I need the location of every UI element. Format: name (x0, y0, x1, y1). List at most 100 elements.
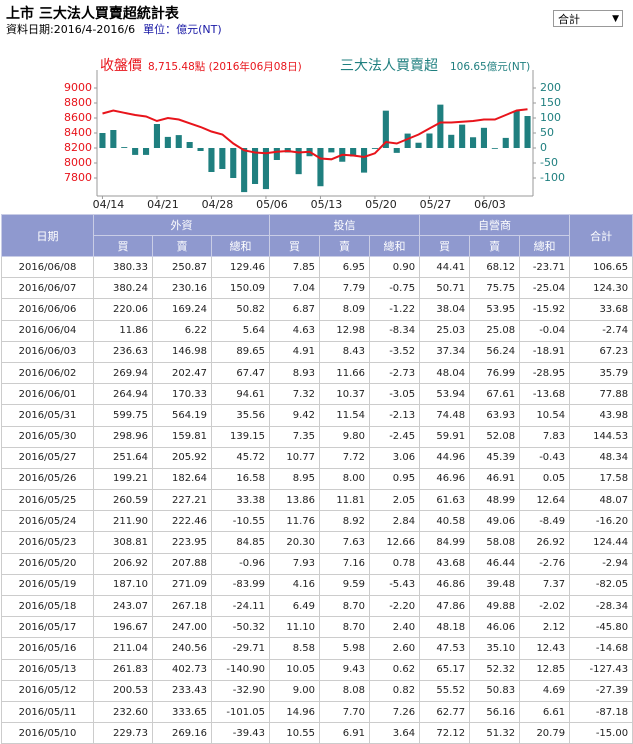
date-cell: 2016/05/23 (1, 531, 94, 554)
value-cell: 45.39 (469, 446, 521, 469)
value-cell: 48.04 (419, 361, 471, 385)
bar (197, 148, 204, 151)
bar (382, 110, 389, 148)
dropdown-value[interactable]: 合計 (558, 13, 580, 26)
value-cell: 402.73 (152, 658, 212, 681)
value-cell: 250.87 (152, 255, 212, 279)
subtitle: 資料日期:2016/4-2016/6 單位：億元(NT) (6, 21, 222, 37)
value-cell: 3.64 (369, 722, 421, 744)
x-tick-label: 05/06 (256, 198, 288, 211)
value-cell: 46.96 (419, 467, 471, 491)
value-cell: 0.62 (369, 658, 421, 681)
value-cell: 3.06 (369, 446, 421, 469)
table-row: 2016/05/16 211.04 240.56 -29.71 8.58 5.98 2.60… (1, 637, 633, 660)
value-cell: 2.12 (519, 616, 571, 639)
value-cell: 46.91 (469, 467, 521, 491)
y-tick-label: 8800 (64, 96, 92, 109)
bar (317, 148, 324, 187)
bar (459, 124, 466, 148)
dropdown[interactable]: 合計 ▼ (553, 10, 623, 27)
value-cell: 0.05 (519, 467, 571, 491)
table-body: 2016/06/08 380.33 250.87 129.46 7.85 6.95 0.90… (1, 255, 633, 744)
value-cell: -101.05 (210, 700, 271, 724)
value-cell: -15.92 (519, 298, 571, 321)
group-header: 投信 (269, 214, 421, 236)
date-cell: 2016/05/10 (1, 722, 94, 744)
value-cell: 26.92 (519, 531, 571, 554)
value-cell: -2.20 (369, 594, 421, 618)
y-tick-label: 7800 (64, 171, 92, 184)
value-cell: 4.69 (519, 679, 571, 702)
value-cell: -32.90 (210, 679, 271, 702)
bar (393, 148, 400, 153)
value-cell: 170.33 (152, 383, 212, 406)
value-cell: 63.93 (469, 404, 521, 427)
bar (164, 136, 171, 148)
value-cell: 94.61 (210, 383, 271, 406)
value-cell: 11.76 (269, 510, 321, 533)
value-cell: 150.09 (210, 277, 271, 300)
bar (350, 148, 357, 157)
value-cell: 0.90 (369, 255, 421, 279)
legend-name: 收盤價 (100, 57, 142, 74)
bar (186, 142, 193, 148)
dropdown-arrow[interactable]: ▼ (612, 14, 619, 24)
table-row: 2016/05/11 232.60 333.65 -101.05 14.96 7.70 7.… (1, 700, 633, 724)
value-cell: 380.33 (93, 255, 153, 279)
table-row: 2016/05/12 200.53 233.43 -32.90 9.00 8.08 0.82… (1, 679, 633, 702)
value-cell: 48.07 (569, 489, 633, 512)
value-cell: -14.68 (569, 637, 633, 660)
bar (524, 116, 531, 148)
value-cell: 12.66 (369, 531, 421, 554)
date-cell: 2016/05/19 (1, 573, 94, 597)
value-cell: 49.88 (469, 594, 521, 618)
date-cell: 2016/06/06 (1, 298, 94, 321)
bar (230, 148, 237, 178)
value-cell: 46.44 (469, 552, 521, 575)
value-cell: 11.81 (319, 489, 371, 512)
value-cell: 20.79 (519, 722, 571, 744)
group-header: 自營商 (419, 214, 571, 236)
value-cell: 169.24 (152, 298, 212, 321)
y-tick-label: 8200 (64, 141, 92, 154)
value-cell: 6.91 (319, 722, 371, 744)
value-cell: 20.30 (269, 531, 321, 554)
value-cell: -2.74 (569, 319, 633, 342)
bar (469, 137, 477, 148)
value-cell: 43.68 (419, 552, 471, 575)
value-cell: 139.15 (210, 425, 271, 448)
value-cell: -0.43 (519, 446, 571, 469)
value-cell: 17.58 (569, 467, 633, 491)
value-cell: 106.65 (569, 255, 633, 279)
table-row: 2016/06/08 380.33 250.87 129.46 7.85 6.95 0.90… (1, 255, 633, 279)
value-cell: 9.80 (319, 425, 371, 448)
date-cell: 2016/05/13 (1, 658, 94, 681)
date-cell: 2016/06/04 (1, 319, 94, 342)
value-cell: 48.34 (569, 446, 633, 469)
value-cell: 144.53 (569, 425, 633, 448)
y2-tick-label: 50 (540, 126, 554, 139)
value-cell: 33.68 (569, 298, 633, 321)
value-cell: 25.08 (469, 319, 521, 342)
value-cell: 182.64 (152, 467, 212, 491)
value-cell: 159.81 (152, 425, 212, 448)
value-cell: -2.13 (369, 404, 421, 427)
group-header: 外資 (92, 214, 271, 236)
value-cell: 4.63 (269, 319, 321, 342)
value-cell: 380.24 (93, 277, 153, 300)
value-cell: 67.61 (469, 383, 521, 406)
table-row: 2016/06/03 236.63 146.98 89.65 4.91 8.43 -3.52… (1, 340, 633, 363)
value-cell: 12.64 (519, 489, 571, 512)
bar (437, 104, 444, 148)
bar (99, 133, 106, 148)
value-cell: -28.95 (519, 361, 571, 385)
table-row: 2016/05/19 187.10 271.09 -83.99 4.16 9.59 -5.4… (1, 573, 633, 597)
value-cell: 2.40 (369, 616, 421, 639)
value-cell: 51.32 (469, 722, 521, 744)
value-cell: 37.34 (419, 340, 471, 363)
bar (502, 137, 509, 148)
bar (513, 110, 520, 148)
value-cell: 187.10 (93, 573, 153, 597)
value-cell: -3.05 (369, 383, 421, 406)
value-cell: 84.85 (210, 531, 271, 554)
